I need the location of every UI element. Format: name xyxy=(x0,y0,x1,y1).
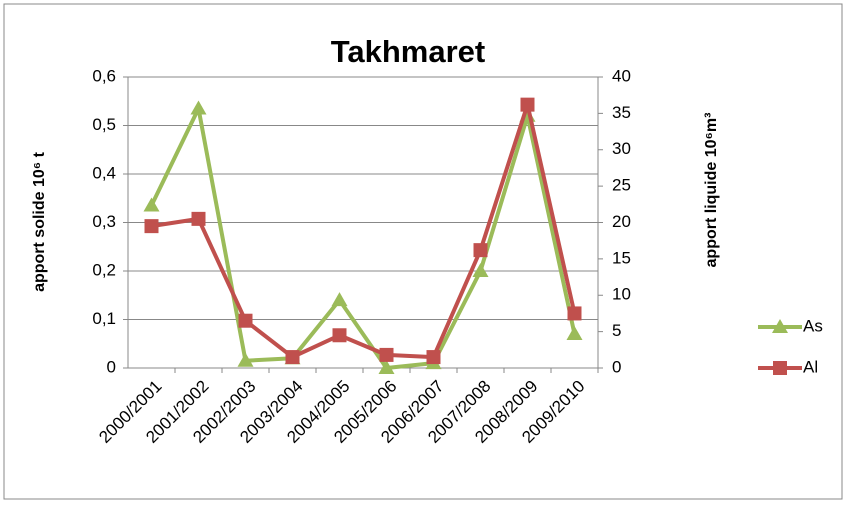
y2-tick-label: 35 xyxy=(612,103,631,122)
point xyxy=(143,197,160,212)
point xyxy=(237,352,254,367)
point xyxy=(378,360,395,374)
point xyxy=(473,243,488,258)
y2-tick-label: 15 xyxy=(612,248,631,267)
point xyxy=(567,306,582,321)
y-axis-label: apport solide 10⁶ t xyxy=(31,151,48,292)
y-tick-label: 0,1 xyxy=(92,309,116,328)
point xyxy=(144,219,159,234)
point xyxy=(190,100,207,115)
series-line xyxy=(149,106,577,370)
y2-tick-label: 40 xyxy=(612,66,631,85)
y2-tick-label: 30 xyxy=(612,139,631,158)
point xyxy=(285,350,300,365)
point xyxy=(238,313,253,328)
y2-tick-label: 25 xyxy=(612,176,631,195)
point xyxy=(191,211,206,226)
y-tick-label: 0,5 xyxy=(92,115,116,134)
point xyxy=(332,328,347,343)
series-line xyxy=(151,102,577,360)
point xyxy=(331,292,348,307)
y2-tick-label: 10 xyxy=(612,285,631,304)
point xyxy=(772,319,788,333)
y2-axis-label: apport liquide 10⁶m³ xyxy=(703,113,720,268)
chart-title: Takhmaret xyxy=(331,34,486,69)
y-tick-label: 0,6 xyxy=(92,66,116,85)
legend-label: As xyxy=(803,316,823,335)
point xyxy=(566,326,583,341)
y-tick-label: 0 xyxy=(107,357,116,376)
y2-tick-label: 0 xyxy=(612,357,621,376)
point xyxy=(773,361,787,375)
point xyxy=(520,97,535,112)
point xyxy=(426,350,441,365)
point xyxy=(379,347,394,362)
y2-tick-label: 5 xyxy=(612,321,621,340)
y-tick-label: 0,3 xyxy=(92,212,116,231)
y2-tick-label: 20 xyxy=(612,212,631,231)
y-tick-label: 0,2 xyxy=(92,260,116,279)
point xyxy=(472,263,489,277)
chart-border xyxy=(3,3,843,500)
y-tick-label: 0,4 xyxy=(92,163,116,182)
legend-label: Al xyxy=(803,357,818,376)
